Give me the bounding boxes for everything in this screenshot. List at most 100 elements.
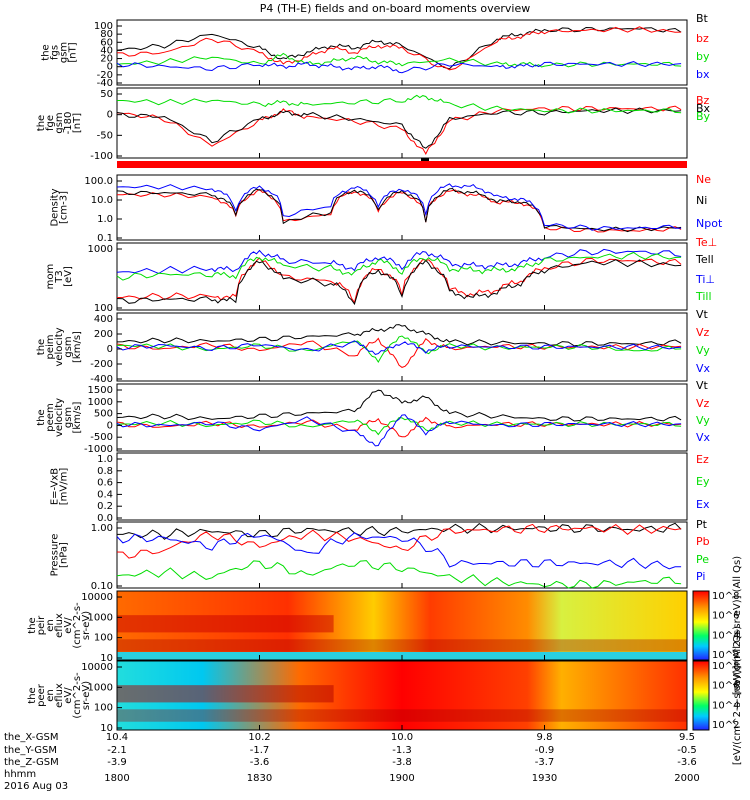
y-axis-label: the xyxy=(36,115,47,131)
footer-hhmm-value: 2000 xyxy=(674,773,699,784)
legend-bz: bz xyxy=(696,32,709,45)
y-tick-label: 100.0 xyxy=(84,176,113,187)
footer-row-label: hhmm xyxy=(4,769,36,780)
y-axis-label: the xyxy=(27,687,38,703)
colorbar-tick-label: 10^8 xyxy=(712,661,739,672)
footer-z-value: -3.6 xyxy=(677,757,697,768)
y-tick-label: 1000 xyxy=(88,682,113,693)
y-tick-label: -1000 xyxy=(84,444,113,455)
y-axis-label: eV/ xyxy=(63,617,74,634)
y-tick-label: -20 xyxy=(97,70,113,81)
y-axis-label: the xyxy=(27,617,38,633)
footer-hhmm-value: 1900 xyxy=(389,773,414,784)
series-line-bz xyxy=(116,26,682,71)
series-line-Vx xyxy=(116,414,682,447)
footer-y-value: -0.9 xyxy=(535,745,555,756)
legend-Pt: Pt xyxy=(696,518,708,531)
y-axis-label: the xyxy=(41,44,52,60)
footer-y-value: -2.1 xyxy=(107,745,127,756)
legend-Bt: Bt xyxy=(696,12,709,25)
colorbar-tick-label: 10^4 xyxy=(712,630,739,641)
y-tick-label: 100 xyxy=(94,303,113,314)
footer-z-value: -3.7 xyxy=(535,757,555,768)
legend-Ne: Ne xyxy=(696,173,711,186)
y-axis-label: E=-VxB xyxy=(50,468,61,505)
legend-Tell: Tell xyxy=(695,253,714,266)
y-tick-label: 0.1 xyxy=(97,233,113,244)
legend-Vx: Vx xyxy=(696,431,711,444)
legend-Vz: Vz xyxy=(696,397,710,410)
legend-Npot: Npot xyxy=(696,217,723,230)
panel-frame xyxy=(116,242,688,311)
y-tick-label: 10 xyxy=(100,723,113,734)
y-tick-label: 1000 xyxy=(88,397,113,408)
legend-Ey: Ey xyxy=(696,475,710,488)
series-line-Vy xyxy=(116,335,682,363)
y-axis-label: peem xyxy=(45,403,56,431)
footer-row-label: the_X-GSM xyxy=(4,732,58,743)
y-axis-label: gsm xyxy=(63,336,74,357)
legend-Vy: Vy xyxy=(696,414,710,427)
panel-density: Ne Ni Npot 100.0 10.0 1.0 0.1 Density[cm-3] xyxy=(50,173,723,244)
y-tick-label: 1000 xyxy=(88,244,113,255)
y-axis-label: eflux xyxy=(54,613,65,638)
y-axis-label: sr-eV) xyxy=(81,681,92,710)
legend-bx: bx xyxy=(696,68,710,81)
y-axis-label: eV/ xyxy=(63,687,74,704)
y-axis-label: peir xyxy=(36,615,47,635)
colorbar-tick-label: 10^4 xyxy=(712,700,739,711)
series-line-Ti⊥ xyxy=(116,248,682,275)
series-line-Pi xyxy=(116,532,682,570)
series-line-bx xyxy=(116,61,682,74)
legend-Ex: Ex xyxy=(696,498,710,511)
legend-Te⊥: Te⊥ xyxy=(695,236,717,249)
y-axis-label: (cm^2-s- xyxy=(72,672,83,719)
series-line-Vz xyxy=(116,416,682,438)
panel-pressure: Pt Pb Pe Pi 1.00 0.10 Pressure[nPa] xyxy=(50,518,710,592)
y-axis-label: velocity xyxy=(54,398,65,437)
footer-row-label: the_Y-GSM xyxy=(4,745,57,756)
colorbar-tick-label: 10^2 xyxy=(712,720,739,731)
legend-by: by xyxy=(696,50,710,63)
y-axis-label: fgs xyxy=(50,45,61,60)
y-axis-label: [km/s] xyxy=(72,401,83,433)
footer-z-value: -3.6 xyxy=(250,757,270,768)
heatmap-band xyxy=(117,639,687,652)
footer-hhmm-value: 1930 xyxy=(532,773,557,784)
y-tick-label: 100 xyxy=(94,633,113,644)
legend-Ez: Ez xyxy=(696,453,709,466)
y-axis-label: Density xyxy=(50,188,61,226)
y-axis-label: gsm xyxy=(59,42,70,63)
y-axis-label: -180 xyxy=(63,112,74,135)
y-axis-label: sr-eV) xyxy=(81,611,92,640)
y-axis-label: peer xyxy=(36,683,47,707)
footer-x-value: 10.0 xyxy=(391,732,413,743)
footer-x-value: 9.8 xyxy=(537,732,553,743)
legend-Vt: Vt xyxy=(696,308,709,321)
y-tick-label: 80 xyxy=(100,29,113,40)
y-axis-label: Pressure xyxy=(50,534,61,577)
y-tick-label: 50 xyxy=(100,89,113,100)
y-axis-label: peim xyxy=(45,334,56,359)
y-axis-label: [cm-3] xyxy=(59,191,70,224)
y-axis-label: fge xyxy=(45,115,56,131)
y-tick-label: 1.0 xyxy=(97,214,113,225)
panels-group: Btbzbybx100806040200-20-40thefgsgsm[nT]B… xyxy=(27,12,743,765)
panel-frame xyxy=(116,87,688,159)
series-line-Vt xyxy=(116,389,682,422)
y-tick-label: -200 xyxy=(90,359,113,370)
y-tick-label: 1500 xyxy=(88,385,113,396)
series-line-Npot xyxy=(116,183,682,231)
footer-row-label: 2016 Aug 03 xyxy=(4,781,68,792)
status-bar-marker xyxy=(421,158,429,161)
series-line-Vz xyxy=(116,337,682,368)
colorbar xyxy=(692,590,710,661)
series-line-Till xyxy=(116,251,682,281)
y-tick-label: 10000 xyxy=(81,662,113,673)
y-tick-label: 0 xyxy=(107,420,113,431)
y-tick-label: 1.0 xyxy=(97,454,113,465)
y-axis-label: (cm^2-s- xyxy=(72,602,83,649)
legend-Vt: Vt xyxy=(696,379,709,392)
y-tick-label: -500 xyxy=(90,432,113,443)
